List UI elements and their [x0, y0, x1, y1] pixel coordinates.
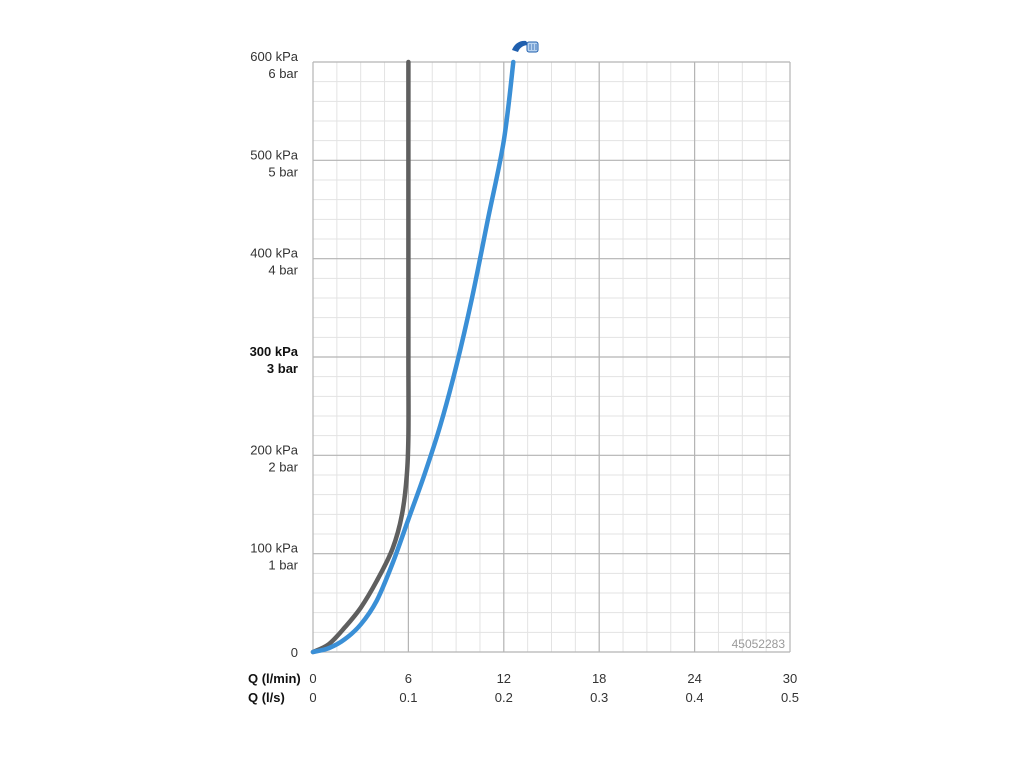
y-tick-label-kpa: 600 kPa — [250, 49, 298, 64]
y-tick-label: 0 — [291, 645, 298, 660]
x-axis-title-primary: Q (l/min) — [248, 671, 301, 686]
y-tick-label-bar: 1 bar — [268, 558, 298, 573]
y-tick-label-bar: 6 bar — [268, 66, 298, 81]
y-tick-label-bar: 2 bar — [268, 459, 298, 474]
y-tick-label-kpa: 200 kPa — [250, 442, 298, 457]
x-tick-label-secondary: 0.4 — [686, 690, 704, 705]
shower-head-icon — [512, 40, 539, 53]
x-tick-label-primary: 24 — [687, 671, 701, 686]
product-id-label: 45052283 — [732, 637, 786, 651]
x-axis-labels: 0 0 6 0.1 12 0.2 18 0.3 24 0.4 30 0.5 — [309, 671, 799, 705]
y-axis-labels: 0 100 kPa 1 bar 200 kPa 2 bar 300 kPa 3 bar 400… — [250, 49, 299, 660]
y-tick-label-kpa: 400 kPa — [250, 246, 298, 261]
x-tick-label-primary: 12 — [497, 671, 511, 686]
x-tick-label-secondary: 0 — [309, 690, 316, 705]
series-line-0 — [310, 59, 411, 655]
x-tick-label-primary: 0 — [309, 671, 316, 686]
major-grid — [312, 61, 791, 653]
x-tick-label-primary: 30 — [783, 671, 797, 686]
y-tick-label-bar: 5 bar — [268, 164, 298, 179]
x-tick-label-secondary: 0.1 — [399, 690, 417, 705]
x-tick-label-primary: 6 — [405, 671, 412, 686]
series-line-1 — [310, 59, 516, 655]
x-tick-label-secondary: 0.3 — [590, 690, 608, 705]
y-tick-label-kpa: 500 kPa — [250, 147, 298, 162]
series-layer — [310, 59, 516, 655]
y-tick-label-bar: 4 bar — [268, 263, 298, 278]
x-tick-label-secondary: 0.2 — [495, 690, 513, 705]
y-tick-label-kpa: 100 kPa — [250, 541, 298, 556]
x-tick-label-primary: 18 — [592, 671, 606, 686]
x-axis-title-secondary: Q (l/s) — [248, 690, 285, 705]
x-tick-label-secondary: 0.5 — [781, 690, 799, 705]
y-tick-label-bar: 3 bar — [267, 361, 298, 376]
y-tick-label-kpa: 300 kPa — [250, 344, 299, 359]
